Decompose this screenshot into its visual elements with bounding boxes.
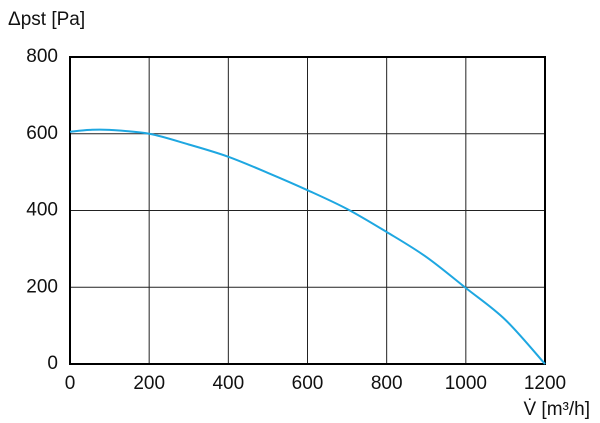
x-axis-label: V̇ [m³/h] (523, 399, 590, 420)
y-tick-label: 800 (26, 46, 58, 67)
x-tick-label: 0 (65, 373, 76, 394)
x-tick-label: 200 (133, 373, 165, 394)
y-tick-label: 400 (26, 200, 58, 221)
x-tick-label: 600 (292, 373, 324, 394)
curve (69, 128, 546, 365)
y-tick-label: 0 (47, 353, 58, 374)
y-tick-label: 200 (26, 276, 58, 297)
x-tick-label: 1000 (445, 373, 487, 394)
x-tick-label: 400 (212, 373, 244, 394)
y-axis-label: Δpst [Pa] (8, 9, 85, 30)
x-tick-label: 800 (371, 373, 403, 394)
plot-frame (69, 56, 546, 365)
x-tick-label: 1200 (524, 373, 566, 394)
y-tick-label: 600 (26, 123, 58, 144)
